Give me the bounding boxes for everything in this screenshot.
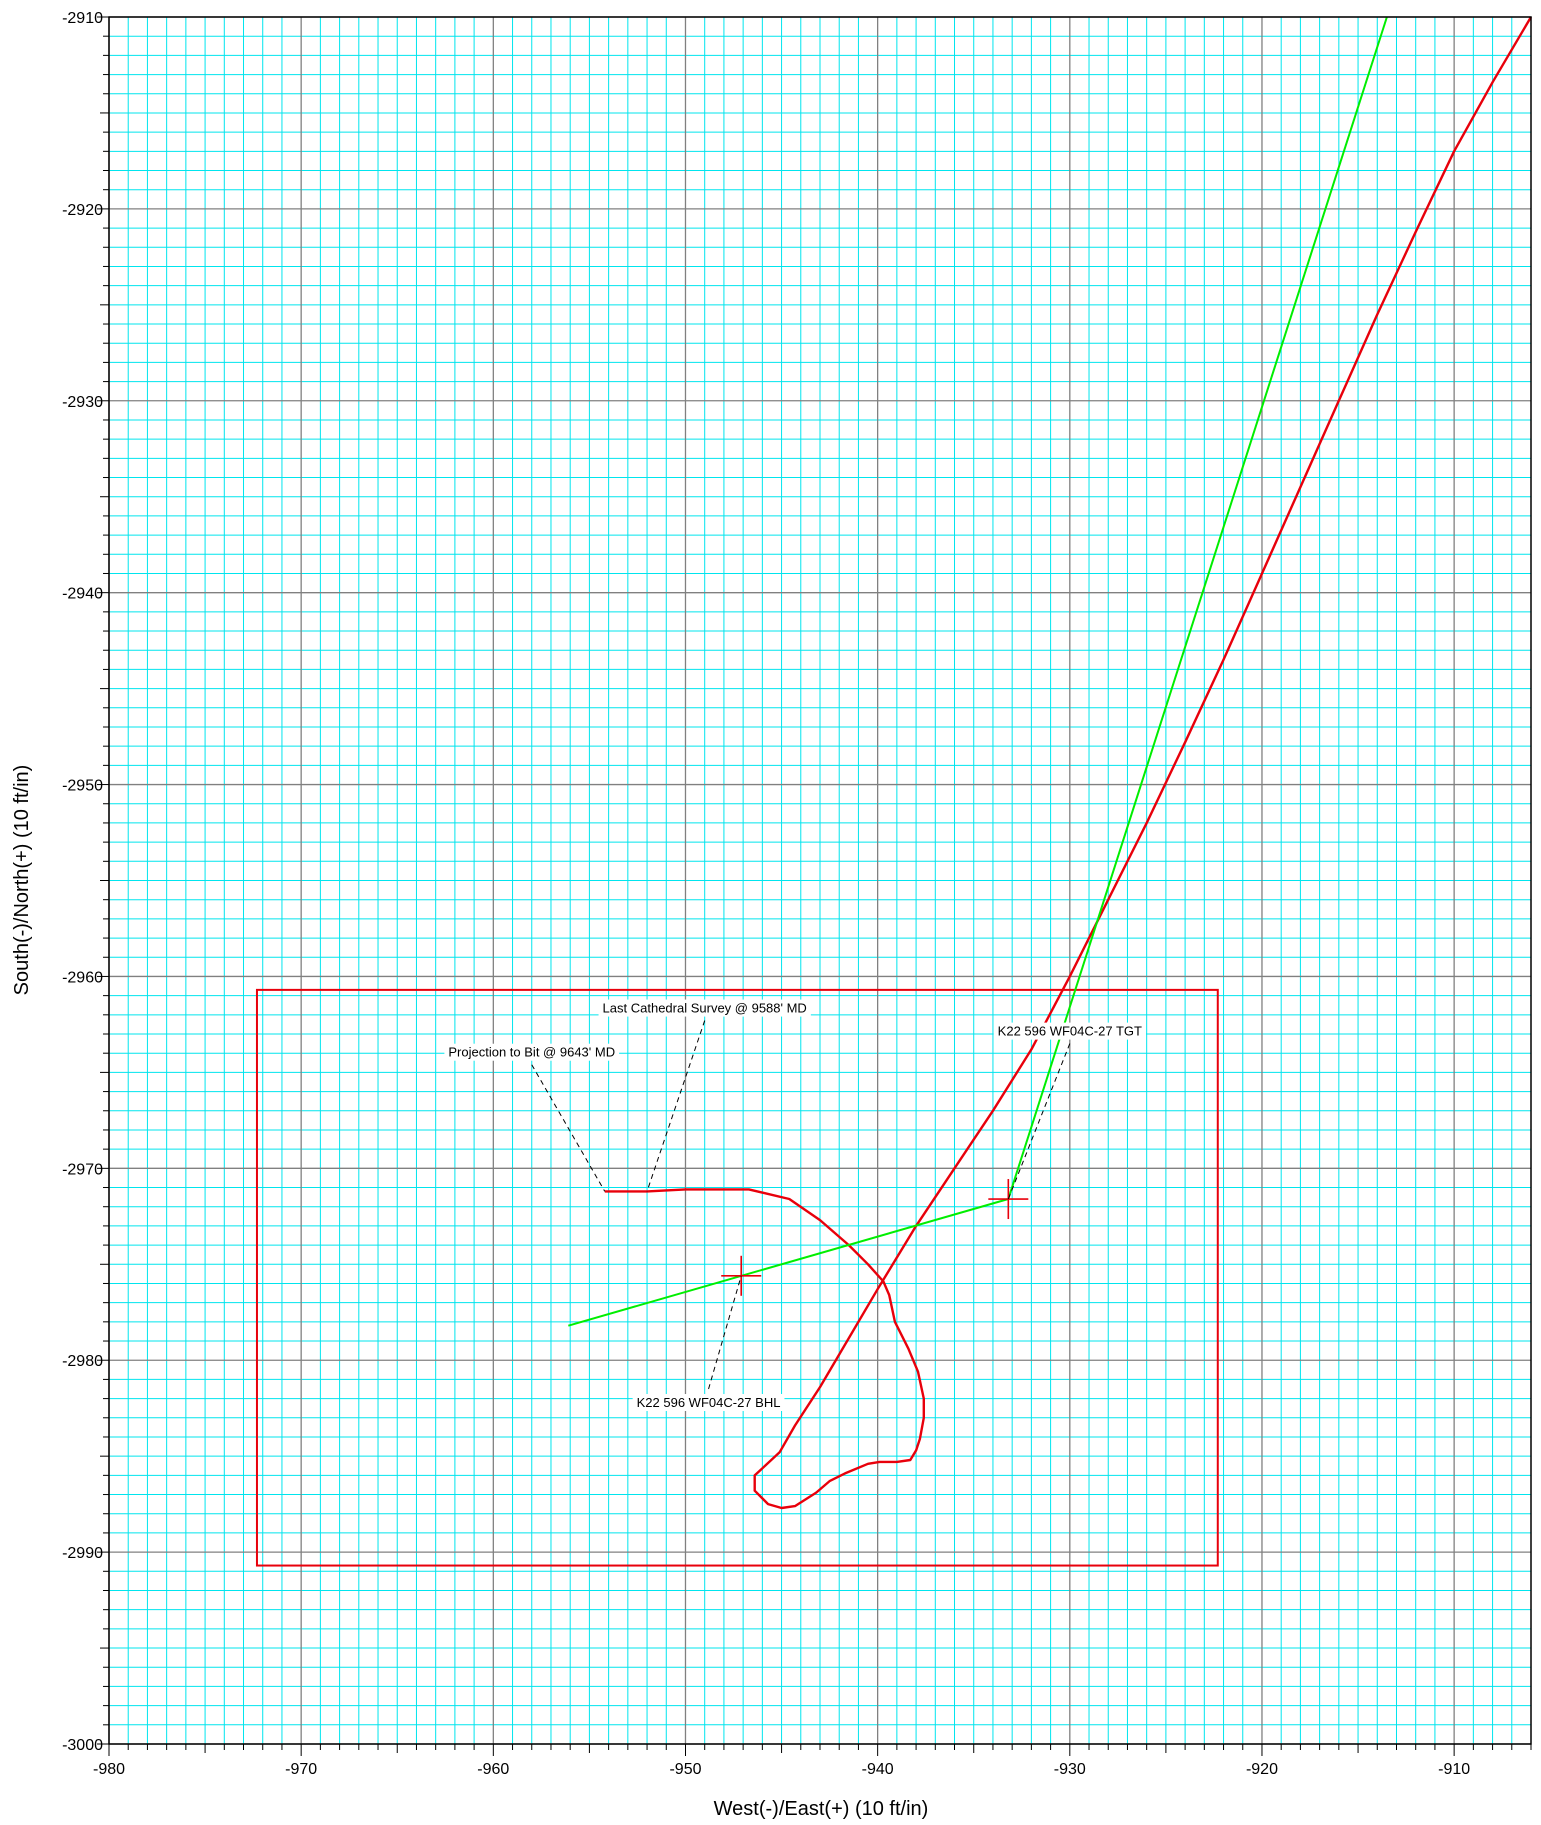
annotations-layer: Last Cathedral Survey @ 9588' MD Projecti… — [444, 999, 1147, 1412]
tick-labels: -980 -970 -960 -950 -940 -930 -920 -910 -2910 -29… — [62, 10, 1470, 1778]
annotation-leader — [1007, 1043, 1071, 1200]
series-layer — [255, 16, 1533, 1567]
x-tick-label: -920 — [1246, 1761, 1278, 1778]
annotation-bg — [993, 1022, 1147, 1040]
annotation-label: K22 596 WF04C-27 BHL — [637, 1395, 781, 1410]
y-tick-label: -2920 — [62, 202, 103, 219]
axis-ticks — [97, 16, 1532, 1756]
annotation-bg — [444, 1043, 620, 1061]
x-tick-label: -910 — [1438, 1761, 1470, 1778]
annotation-leader — [531, 1064, 606, 1192]
x-tick-label: -950 — [669, 1761, 701, 1778]
x-axis-title: West(-)/East(+) (10 ft/in) — [714, 1798, 929, 1820]
actual-well-path — [604, 16, 1533, 1510]
plan-line — [568, 1198, 1009, 1327]
annotation-label: K22 596 WF04C-27 TGT — [998, 1024, 1142, 1039]
y-tick-label: -2990 — [62, 1545, 103, 1562]
annotation-bg — [598, 999, 811, 1017]
y-tick-label: -2980 — [62, 1353, 103, 1370]
annotation-label: Projection to Bit @ 9643' MD — [448, 1045, 615, 1060]
y-tick-label: -2910 — [62, 10, 103, 27]
x-tick-label: -980 — [93, 1761, 125, 1778]
y-tick-label: -2950 — [62, 778, 103, 795]
y-tick-label: -3000 — [62, 1737, 103, 1754]
y-tick-label: -2960 — [62, 969, 103, 986]
annotation-leader — [646, 1020, 706, 1192]
plot-frame — [108, 16, 1532, 1745]
x-tick-label: -960 — [477, 1761, 509, 1778]
annotation-label: Last Cathedral Survey @ 9588' MD — [603, 1001, 807, 1016]
x-tick-label: -970 — [285, 1761, 317, 1778]
annotation-bg — [632, 1394, 785, 1412]
target-box — [255, 988, 1219, 1567]
annotation-leader — [708, 1275, 742, 1390]
y-tick-label: -2930 — [62, 394, 103, 411]
plan-line — [1007, 16, 1388, 1200]
y-tick-label: -2940 — [62, 586, 103, 603]
y-tick-label: -2970 — [62, 1161, 103, 1178]
y-axis-title: South(-)/North(+) (10 ft/in) — [11, 765, 33, 996]
x-tick-label: -940 — [862, 1761, 894, 1778]
x-tick-label: -930 — [1054, 1761, 1086, 1778]
